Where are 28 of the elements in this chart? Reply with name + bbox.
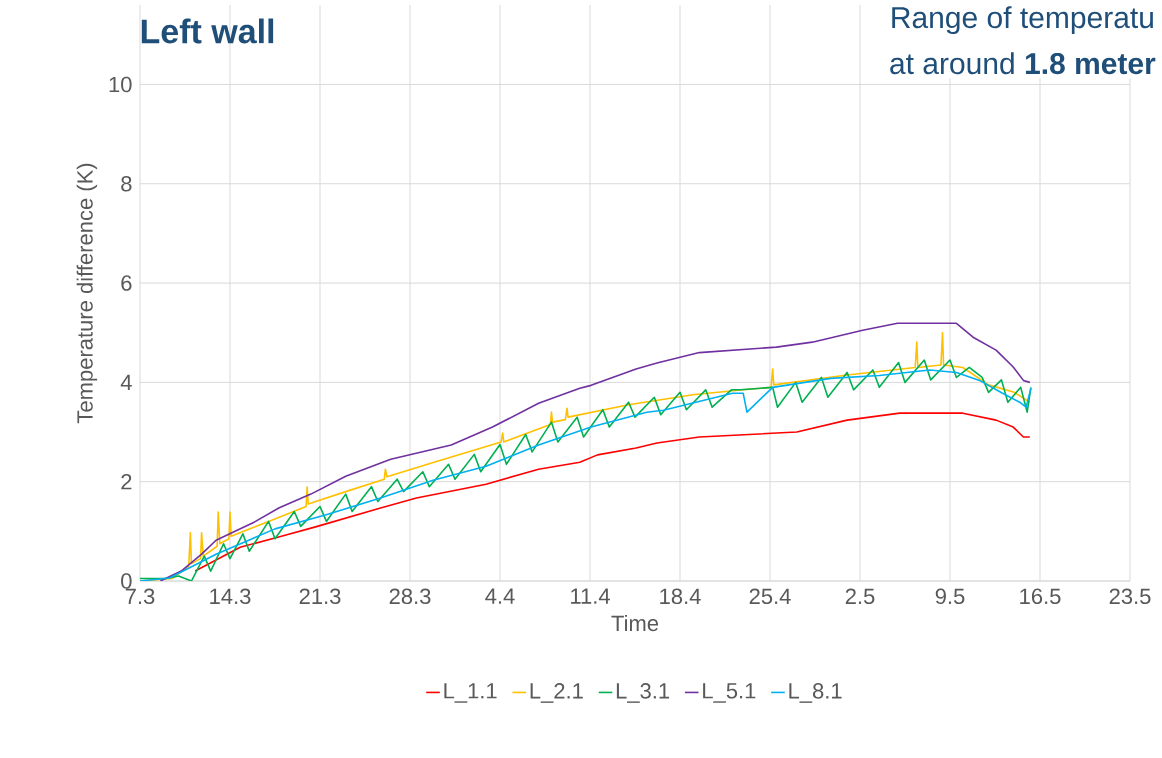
y-tick-label: 6 [121, 275, 132, 291]
x-tick-label: 2.5 [845, 588, 875, 605]
x-tick-label: 7.3 [125, 588, 155, 605]
x-tick-label: 25.4 [749, 588, 791, 605]
x-tick-label: 14.3 [210, 588, 251, 605]
x-tick-label: 23.5 [1109, 588, 1151, 605]
annotation: Range of temperatu [892, 6, 1153, 35]
x-tick-label: 21.3 [299, 588, 341, 605]
y-tick-label: 4 [120, 374, 132, 390]
legend-label: L_5.1 [703, 683, 756, 703]
x-tick-label: 9.5 [935, 588, 965, 605]
y-tick-label: 8 [121, 175, 132, 192]
y-tick-label: 0 [121, 573, 132, 589]
chart-title: Left wall [141, 18, 274, 44]
x-tick-label: 18.4 [660, 588, 701, 605]
y-tick-label: 2 [121, 474, 132, 490]
x-axis-title: Time [611, 614, 659, 632]
x-tick-label: 28.3 [389, 588, 431, 605]
legend-label: L_2.1 [530, 683, 583, 703]
legend-label: L_1.1 [444, 683, 497, 703]
annotation: at around 1.8 meter [890, 52, 1156, 75]
y-axis-title: Temperature difference (K) [76, 163, 98, 424]
x-tick-label: 4.4 [485, 588, 515, 604]
y-tick-label: 10 [109, 76, 132, 93]
x-tick-label: 16.5 [1020, 588, 1061, 605]
legend-label: L_3.1 [616, 683, 670, 703]
x-tick-label: 11.4 [571, 588, 610, 604]
legend-label: L_8.1 [789, 683, 842, 703]
